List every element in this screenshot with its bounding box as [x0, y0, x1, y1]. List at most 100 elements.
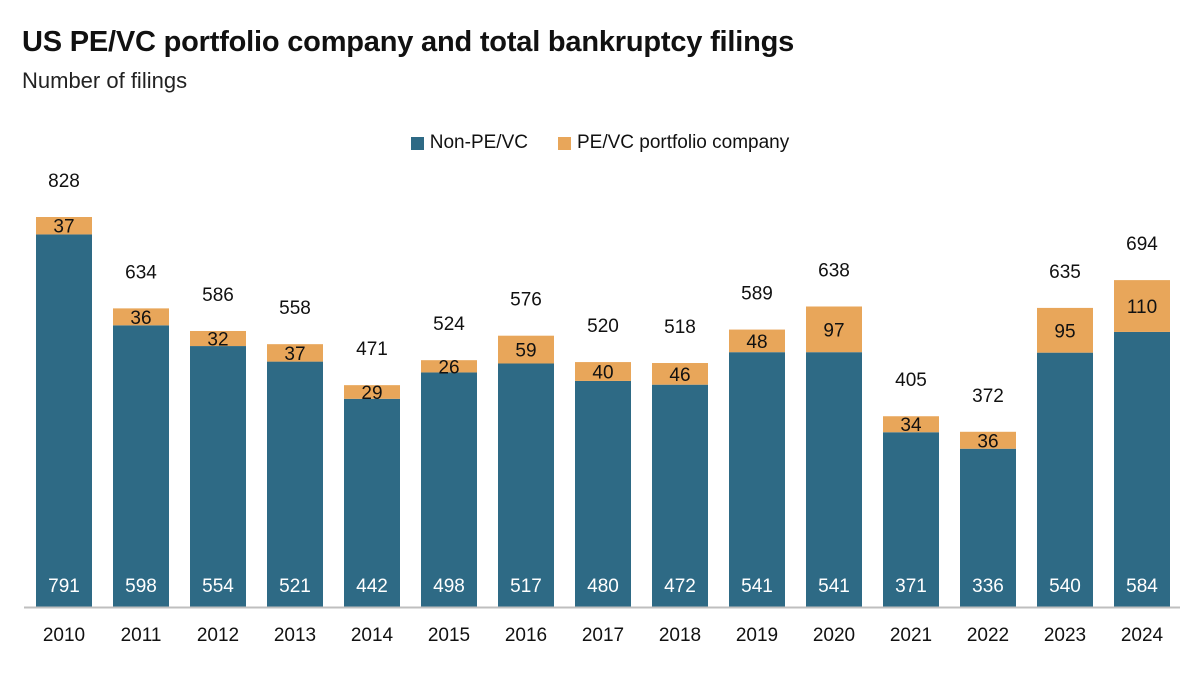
x-tick-label-2020: 2020	[813, 625, 855, 646]
bar-pe-vc-2010	[36, 217, 92, 235]
data-label-non-pe-vc-2012: 554	[202, 576, 234, 597]
bar-pe-vc-2013	[267, 344, 323, 362]
data-label-pe-vc-2018: 46	[669, 365, 690, 386]
data-label-total-2014: 471	[356, 339, 388, 360]
x-tick-label-2018: 2018	[659, 625, 701, 646]
data-label-pe-vc-2022: 36	[977, 431, 998, 452]
x-tick-label-2019: 2019	[736, 625, 778, 646]
x-tick-label-2015: 2015	[428, 625, 470, 646]
data-label-pe-vc-2011: 36	[130, 308, 151, 329]
bar-non-pe-vc-2022	[960, 448, 1016, 607]
data-label-pe-vc-2013: 37	[284, 344, 305, 365]
data-label-non-pe-vc-2019: 541	[741, 576, 773, 597]
x-tick-label-2011: 2011	[121, 625, 162, 646]
bar-pe-vc-2018	[652, 363, 708, 385]
bar-non-pe-vc-2011	[113, 325, 169, 607]
bar-non-pe-vc-2013	[267, 361, 323, 607]
bar-pe-vc-2015	[421, 360, 477, 373]
bar-pe-vc-2022	[960, 431, 1016, 449]
bar-pe-vc-2011	[113, 308, 169, 326]
data-label-total-2018: 518	[664, 317, 696, 338]
bar-pe-vc-2024	[1114, 280, 1170, 332]
data-label-total-2019: 589	[741, 284, 773, 305]
legend-swatch-non-pe-vc	[410, 136, 424, 150]
data-label-pe-vc-2020: 97	[823, 320, 844, 341]
x-tick-label-2013: 2013	[274, 625, 316, 646]
data-label-pe-vc-2010: 37	[53, 217, 74, 238]
data-label-total-2013: 558	[279, 298, 311, 319]
bar-non-pe-vc-2019	[729, 352, 785, 607]
data-label-total-2012: 586	[202, 285, 234, 306]
data-label-non-pe-vc-2014: 442	[356, 576, 388, 597]
bar-pe-vc-2012	[190, 330, 246, 347]
data-label-total-2022: 372	[972, 386, 1004, 407]
bar-non-pe-vc-2017	[575, 380, 631, 607]
data-label-total-2011: 634	[125, 262, 157, 283]
data-label-non-pe-vc-2018: 472	[664, 576, 696, 597]
bar-non-pe-vc-2024	[1114, 331, 1170, 607]
data-label-total-2016: 576	[510, 290, 542, 311]
x-tick-label-2017: 2017	[582, 625, 624, 646]
bar-non-pe-vc-2012	[190, 346, 246, 607]
data-label-total-2017: 520	[587, 316, 619, 337]
legend-swatch-pe-vc	[557, 136, 571, 150]
data-label-total-2015: 524	[433, 314, 465, 335]
x-tick-label-2022: 2022	[967, 625, 1009, 646]
bar-pe-vc-2017	[575, 362, 631, 381]
bar-pe-vc-2019	[729, 329, 785, 353]
data-label-total-2024: 694	[1126, 234, 1158, 255]
data-label-non-pe-vc-2022: 336	[972, 576, 1004, 597]
data-label-non-pe-vc-2024: 584	[1126, 576, 1158, 597]
x-tick-label-2012: 2012	[197, 625, 239, 646]
data-label-non-pe-vc-2015: 498	[433, 576, 465, 597]
data-label-pe-vc-2017: 40	[592, 362, 613, 383]
data-label-pe-vc-2021: 34	[900, 415, 922, 436]
bar-non-pe-vc-2020	[806, 352, 862, 607]
data-label-non-pe-vc-2017: 480	[587, 576, 619, 597]
bar-non-pe-vc-2021	[883, 432, 939, 607]
data-label-non-pe-vc-2020: 541	[818, 576, 850, 597]
x-tick-label-2024: 2024	[1121, 625, 1164, 646]
bar-pe-vc-2023	[1037, 307, 1093, 353]
x-tick-label-2010: 2010	[43, 625, 85, 646]
data-label-non-pe-vc-2013: 521	[279, 576, 311, 597]
x-tick-label-2016: 2016	[505, 625, 547, 646]
x-tick-label-2021: 2021	[890, 625, 932, 646]
data-label-non-pe-vc-2010: 791	[48, 576, 80, 597]
chart-subtitle: Number of filings	[22, 68, 188, 93]
data-label-non-pe-vc-2011: 598	[125, 576, 157, 597]
bar-pe-vc-2020	[806, 306, 862, 353]
chart-legend: Non-PE/VC PE/VC portfolio company	[0, 132, 1200, 154]
x-tick-label-2014: 2014	[351, 625, 394, 646]
legend-item-pe-vc: PE/VC portfolio company	[557, 132, 790, 154]
data-label-total-2010: 828	[48, 171, 80, 192]
data-label-non-pe-vc-2016: 517	[510, 576, 542, 597]
data-label-total-2021: 405	[895, 370, 927, 391]
data-label-pe-vc-2014: 29	[361, 383, 382, 404]
data-label-non-pe-vc-2023: 540	[1049, 576, 1081, 597]
data-label-total-2023: 635	[1049, 262, 1081, 283]
data-label-pe-vc-2015: 26	[438, 357, 459, 378]
bar-pe-vc-2016	[498, 335, 554, 364]
legend-label-non-pe-vc: Non-PE/VC	[429, 132, 528, 153]
chart-title: US PE/VC portfolio company and total ban…	[22, 26, 795, 58]
x-tick-label-2023: 2023	[1044, 625, 1086, 646]
bar-non-pe-vc-2015	[421, 372, 477, 607]
data-label-pe-vc-2019: 48	[746, 332, 767, 353]
data-label-pe-vc-2016: 59	[515, 341, 536, 362]
bar-non-pe-vc-2010	[36, 234, 92, 607]
bar-non-pe-vc-2018	[652, 384, 708, 607]
data-label-non-pe-vc-2021: 371	[895, 576, 927, 597]
bar-pe-vc-2014	[344, 385, 400, 399]
legend-item-non-pe-vc: Non-PE/VC	[410, 132, 528, 154]
data-label-pe-vc-2024: 110	[1127, 297, 1157, 318]
bar-pe-vc-2021	[883, 416, 939, 433]
legend-label-pe-vc: PE/VC portfolio company	[576, 132, 790, 153]
bar-non-pe-vc-2023	[1037, 352, 1093, 607]
bar-non-pe-vc-2016	[498, 363, 554, 607]
data-label-pe-vc-2023: 95	[1054, 321, 1075, 342]
data-label-pe-vc-2012: 32	[207, 330, 228, 351]
data-label-total-2020: 638	[818, 260, 850, 281]
bar-non-pe-vc-2014	[344, 398, 400, 607]
